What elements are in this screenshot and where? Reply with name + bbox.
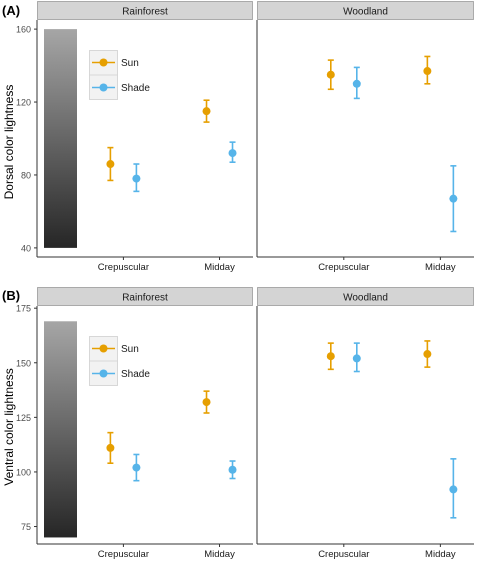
legend-key-point <box>99 344 108 353</box>
legend-key-point <box>99 58 108 67</box>
data-point-sun <box>106 431 115 465</box>
legend-entry-label: Sun <box>121 344 139 355</box>
legend-entry-label: Shade <box>121 83 150 94</box>
data-point-shade <box>352 342 361 373</box>
x-tick-label: Midday <box>425 549 456 560</box>
data-point-shade <box>228 460 237 480</box>
point-marker <box>132 463 141 472</box>
x-tick-label: Midday <box>204 549 235 560</box>
legend-key-point <box>99 369 108 378</box>
data-point-sun <box>106 146 115 182</box>
y-tick-label: 150 <box>16 358 31 368</box>
point-marker <box>228 465 237 474</box>
point-marker <box>202 107 211 116</box>
point-marker <box>132 174 141 183</box>
data-point-shade <box>449 165 458 233</box>
point-marker <box>449 485 458 494</box>
y-tick-label: 125 <box>16 413 31 423</box>
panel-label: (B) <box>2 288 20 303</box>
point-marker <box>326 352 335 361</box>
y-tick-label: 100 <box>16 467 31 477</box>
facet-woodland: Woodland Crepuscular Midday <box>256 287 474 560</box>
data-point-sun <box>202 99 211 123</box>
legend-entry-label: Shade <box>121 369 150 380</box>
facet-strip <box>37 287 253 306</box>
lightness-gradient-bar <box>44 29 77 248</box>
point-marker <box>106 160 115 169</box>
facet-strip <box>37 1 253 20</box>
facet-rainforest: Rainforest Sun Shade Crepuscular Midday <box>36 1 253 273</box>
point-marker <box>352 79 361 88</box>
y-tick-label: 75 <box>21 522 31 532</box>
point-marker <box>326 70 335 79</box>
facet-strip <box>257 287 474 306</box>
lightness-gradient-bar <box>44 321 77 538</box>
x-tick-label: Crepuscular <box>98 262 149 273</box>
facet-strip <box>257 1 474 20</box>
y-tick-label: 80 <box>21 170 31 180</box>
x-tick-label: Crepuscular <box>318 262 369 273</box>
panel-a: (A) Dorsal color lightness 40 80 120 160 Rai… <box>2 1 474 273</box>
legend-key-point <box>99 83 108 92</box>
data-point-sun <box>423 340 432 368</box>
x-tick-label: Midday <box>425 262 456 273</box>
y-axis-label: Ventral color lightness <box>2 368 16 485</box>
data-point-shade <box>132 453 141 482</box>
point-marker <box>228 149 237 158</box>
legend-entry-label: Sun <box>121 58 139 69</box>
data-point-sun <box>326 59 335 91</box>
y-tick-label: 160 <box>16 25 31 35</box>
x-tick-label: Midday <box>204 262 235 273</box>
data-point-sun <box>202 390 211 414</box>
data-point-shade <box>228 141 237 163</box>
point-marker <box>423 350 432 359</box>
x-tick-label: Crepuscular <box>318 549 369 560</box>
point-marker <box>423 67 432 76</box>
y-axis-label: Dorsal color lightness <box>2 85 16 200</box>
point-marker <box>202 398 211 407</box>
data-point-sun <box>326 342 335 371</box>
legend: Sun Shade <box>89 50 150 100</box>
facet-strip-label: Rainforest <box>122 293 168 304</box>
data-point-shade <box>449 458 458 519</box>
panel-label: (A) <box>2 3 20 18</box>
x-tick-label: Crepuscular <box>98 549 149 560</box>
point-marker <box>106 443 115 452</box>
facet-strip-label: Woodland <box>343 7 388 18</box>
data-point-sun <box>423 55 432 85</box>
data-point-shade <box>132 163 141 193</box>
point-marker <box>449 194 458 203</box>
legend: Sun Shade <box>89 336 150 386</box>
y-tick-label: 175 <box>16 304 31 314</box>
facet-rainforest: Rainforest Sun Shade Crepuscular Midday <box>36 287 253 560</box>
y-tick-label: 120 <box>16 98 31 108</box>
panel-b: (B) Ventral color lightness 75 100 125 150 1… <box>2 287 474 560</box>
point-marker <box>352 354 361 363</box>
facet-strip-label: Woodland <box>343 293 388 304</box>
facet-strip-label: Rainforest <box>122 7 168 18</box>
y-tick-label: 40 <box>21 243 31 253</box>
data-point-shade <box>352 66 361 100</box>
facet-woodland: Woodland Crepuscular Midday <box>256 1 474 273</box>
